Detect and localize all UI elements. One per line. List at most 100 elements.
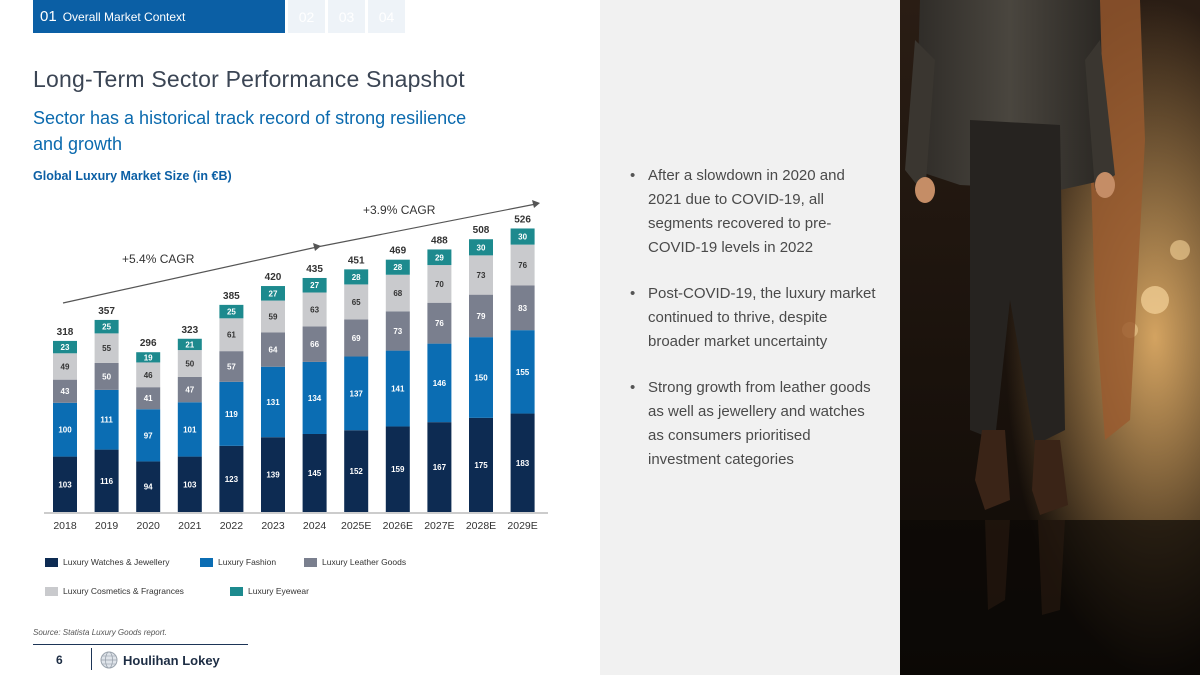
bar-segment: [469, 294, 493, 338]
bar-segment: [219, 445, 244, 512]
source-note: Source: Statista Luxury Goods report.: [33, 628, 167, 637]
footer-logo: Houlihan Lokey: [100, 651, 220, 669]
footer-divider: [33, 644, 248, 645]
bar-segment-label: 94: [144, 483, 153, 492]
tab-03[interactable]: 03: [328, 0, 365, 33]
bar-segment-label: 152: [350, 467, 364, 476]
bar-segment: [219, 381, 244, 446]
tab-02[interactable]: 02: [288, 0, 325, 33]
legend-label: Luxury Leather Goods: [322, 557, 407, 567]
x-axis-tick-label: 2022: [220, 520, 244, 532]
x-axis-tick-label: 2024: [303, 520, 327, 532]
chart-title: Global Luxury Market Size (in €B): [33, 169, 232, 183]
legend-swatch: [200, 557, 213, 567]
cagr-arrow-head: [532, 200, 540, 208]
bar-total-label: 420: [265, 272, 282, 283]
bar-segment: [53, 402, 77, 457]
bar-segment: [302, 292, 327, 327]
x-axis-tick-label: 2029E: [507, 520, 537, 532]
bar-segment-label: 27: [269, 289, 278, 298]
x-axis-tick-label: 2026E: [383, 520, 413, 532]
bar-total-label: 451: [348, 255, 365, 266]
bar-segment-label: 27: [310, 281, 319, 290]
bar-segment: [302, 277, 327, 293]
bar-segment: [427, 422, 452, 512]
tab-04[interactable]: 04: [368, 0, 405, 33]
page-number: 6: [56, 653, 63, 667]
x-axis-tick-label: 2021: [178, 520, 202, 532]
bar-segment-label: 46: [144, 371, 153, 380]
legend-item: Luxury Eyewear: [230, 586, 309, 596]
bar-segment: [94, 449, 119, 512]
bar-segment: [510, 413, 535, 512]
bar-segment-label: 41: [144, 394, 153, 403]
bar-segment-label: 49: [61, 362, 70, 371]
bar-total-label: 318: [57, 327, 74, 338]
bar-segment: [302, 433, 327, 512]
x-axis-tick-label: 2018: [53, 520, 77, 532]
bar-segment-label: 25: [102, 323, 111, 332]
brand-name: Houlihan Lokey: [123, 652, 220, 668]
commentary-bullets: After a slowdown in 2020 and 2021 due to…: [630, 164, 880, 494]
bar-segment-label: 83: [518, 304, 527, 313]
bar-segment-label: 66: [310, 340, 319, 349]
legend-item: Luxury Cosmetics & Fragrances: [45, 586, 184, 596]
bar-segment-label: 159: [391, 465, 405, 474]
x-axis-tick-label: 2028E: [466, 520, 496, 532]
bar-segment: [385, 274, 410, 312]
bar-segment-label: 111: [100, 416, 113, 425]
legend-label: Luxury Cosmetics & Fragrances: [63, 586, 184, 596]
bar-segment: [427, 302, 452, 344]
bar-segment-label: 119: [225, 410, 238, 419]
bar-total-label: 323: [181, 325, 198, 336]
bar-segment: [261, 366, 285, 438]
bar-total-label: 488: [431, 235, 448, 246]
cagr-arrow-line: [316, 203, 537, 248]
bar-segment: [385, 426, 410, 512]
bar-segment-label: 30: [477, 243, 486, 252]
bar-segment-label: 50: [185, 360, 194, 369]
bar-segment: [344, 430, 369, 512]
x-axis-tick-label: 2027E: [424, 520, 454, 532]
bar-segment-label: 25: [227, 308, 236, 317]
bar-segment-label: 68: [393, 289, 402, 298]
bar-segment: [94, 333, 119, 363]
bar-segment: [302, 326, 327, 362]
bar-segment: [427, 343, 452, 423]
bar-segment-label: 167: [433, 463, 447, 472]
bar-segment: [94, 319, 119, 334]
bar-segment-label: 65: [352, 298, 361, 307]
bar-segment-label: 73: [393, 327, 402, 336]
bar-segment: [94, 389, 119, 450]
bar-segment-label: 97: [144, 431, 153, 440]
bar-total-label: 296: [140, 338, 157, 349]
bar-segment-label: 76: [518, 261, 527, 270]
tab-active-number: 01: [40, 8, 57, 25]
x-axis-tick-label: 2019: [95, 520, 119, 532]
bar-segment: [344, 269, 369, 285]
bar-total-label: 435: [306, 264, 323, 275]
legend-swatch: [230, 586, 243, 596]
bullet-item: Strong growth from leather goods as well…: [630, 376, 880, 472]
bar-segment-label: 61: [227, 331, 236, 340]
bar-total-label: 469: [389, 246, 406, 257]
page-title: Long-Term Sector Performance Snapshot: [33, 66, 465, 92]
bar-segment-label: 76: [435, 319, 444, 328]
tab-overall-market-context[interactable]: 01 Overall Market Context: [33, 0, 285, 33]
bar-segment-label: 103: [58, 480, 72, 489]
bar-segment-label: 69: [352, 334, 361, 343]
bar-segment: [469, 417, 493, 512]
bar-segment: [510, 285, 535, 331]
bar-segment: [53, 340, 77, 354]
bar-segment-label: 57: [227, 362, 236, 371]
bar-segment: [427, 249, 452, 266]
bar-segment-label: 64: [269, 346, 278, 355]
bar-segment-label: 23: [61, 343, 70, 352]
legend-swatch: [45, 586, 58, 596]
bar-segment: [510, 330, 535, 414]
bar-segment: [219, 351, 244, 382]
cagr-label: +5.4% CAGR: [122, 252, 195, 266]
bar-total-label: 526: [514, 214, 531, 225]
bar-segment-label: 28: [393, 263, 402, 272]
cagr-arrow-line: [62, 246, 318, 304]
